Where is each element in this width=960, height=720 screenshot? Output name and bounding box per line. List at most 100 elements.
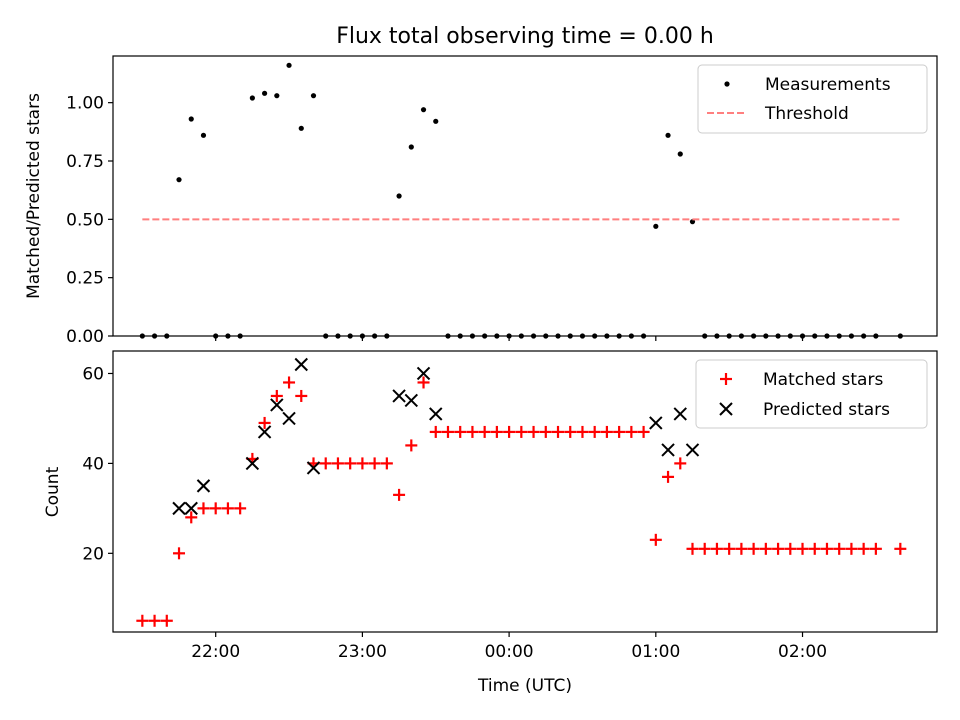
y-tick-label: 20 bbox=[82, 544, 104, 564]
measurement-point bbox=[200, 132, 207, 138]
y-tick-label: 60 bbox=[82, 364, 104, 384]
predicted-star-point bbox=[196, 479, 211, 493]
bottom-x-ticks: 22:00 23:00 00:00 01:00 02:00 bbox=[191, 632, 827, 662]
x-axis-label: Time (UTC) bbox=[477, 676, 572, 696]
measurement-point bbox=[188, 116, 194, 122]
matched-star-point bbox=[148, 614, 161, 627]
measurement-point bbox=[689, 219, 696, 225]
measurement-point bbox=[261, 90, 268, 96]
matched-star-point bbox=[576, 425, 589, 438]
measurement-point bbox=[396, 193, 402, 199]
top-y-axis-label: Matched/Predicted stars bbox=[24, 93, 44, 299]
legend-matched-label: Matched stars bbox=[763, 370, 883, 390]
predicted-star-point bbox=[429, 407, 443, 421]
matched-star-point bbox=[295, 389, 308, 402]
matched-star-point bbox=[539, 425, 552, 438]
matched-star-point bbox=[160, 614, 173, 627]
predicted-star-point bbox=[392, 389, 406, 403]
matched-star-point bbox=[405, 439, 418, 452]
legend-predicted-marker bbox=[719, 402, 733, 416]
measurement-point bbox=[665, 132, 671, 138]
measurement-point bbox=[653, 223, 659, 229]
matched-star-point bbox=[270, 389, 283, 402]
bottom-plot-marks bbox=[136, 357, 907, 627]
measurement-point bbox=[420, 107, 427, 113]
matched-star-point bbox=[747, 542, 760, 555]
predicted-star-point bbox=[685, 443, 700, 457]
bottom-legend: Matched stars Predicted stars bbox=[695, 359, 928, 429]
matched-star-point bbox=[686, 542, 699, 555]
star-count-panel: Count Time (UTC) 20 40 60 22:00 23:00 00:00 0… bbox=[43, 350, 938, 696]
measurement-point bbox=[298, 125, 304, 131]
predicted-star-point bbox=[673, 407, 687, 421]
matched-star-point bbox=[490, 425, 503, 438]
matched-star-point bbox=[894, 542, 907, 555]
matched-star-point bbox=[564, 425, 577, 438]
matched-star-point bbox=[698, 542, 711, 555]
predicted-star-point bbox=[282, 411, 296, 426]
measurement-point bbox=[677, 151, 683, 157]
y-tick-label: 0.25 bbox=[66, 269, 104, 289]
matched-star-point bbox=[649, 533, 662, 546]
measurement-point bbox=[274, 93, 280, 99]
legend-measurements-marker bbox=[724, 81, 730, 87]
matched-star-point bbox=[234, 502, 247, 515]
legend-predicted-label: Predicted stars bbox=[763, 400, 890, 420]
measurement-point bbox=[408, 144, 414, 150]
predicted-star-point bbox=[245, 456, 260, 471]
matched-star-point bbox=[772, 542, 785, 555]
predicted-star-point bbox=[404, 393, 419, 408]
predicted-star-point bbox=[270, 398, 284, 412]
x-tick-label: 23:00 bbox=[338, 642, 387, 662]
matched-star-point bbox=[833, 542, 846, 555]
matched-star-point bbox=[820, 542, 833, 555]
y-tick-label: 0.00 bbox=[66, 327, 104, 347]
matched-star-point bbox=[136, 614, 149, 627]
bottom-y-axis-label: Count bbox=[43, 466, 63, 517]
matched-star-point bbox=[258, 416, 271, 429]
matched-star-point bbox=[466, 425, 479, 438]
predicted-star-point bbox=[172, 501, 186, 516]
matched-star-point bbox=[710, 542, 723, 555]
predicted-star-point bbox=[184, 501, 198, 516]
matched-star-point bbox=[478, 425, 491, 438]
matched-star-point bbox=[331, 457, 344, 470]
predicted-star-point bbox=[661, 443, 675, 457]
matched-star-point bbox=[197, 502, 210, 515]
legend-threshold-label: Threshold bbox=[764, 104, 849, 124]
matched-star-point bbox=[283, 376, 296, 389]
matched-star-point bbox=[209, 502, 222, 515]
x-tick-label: 01:00 bbox=[631, 642, 680, 662]
matched-star-point bbox=[662, 470, 675, 483]
matched-star-point bbox=[613, 425, 626, 438]
bottom-plot-frame bbox=[112, 350, 938, 633]
matched-star-point bbox=[380, 457, 393, 470]
matched-star-point bbox=[588, 425, 601, 438]
matched-star-point bbox=[368, 457, 381, 470]
measurement-point bbox=[176, 177, 182, 183]
predicted-star-point bbox=[416, 366, 431, 381]
measurement-point bbox=[249, 95, 255, 101]
legend-matched-marker bbox=[720, 373, 732, 385]
matched-star-point bbox=[454, 425, 467, 438]
matched-star-point bbox=[344, 457, 357, 470]
matched-star-point bbox=[552, 425, 565, 438]
top-legend: Measurements Threshold bbox=[697, 64, 928, 134]
matched-star-point bbox=[319, 457, 332, 470]
y-tick-label: 1.00 bbox=[66, 94, 104, 114]
matched-star-point bbox=[625, 425, 638, 438]
matched-star-point bbox=[173, 547, 186, 560]
matched-star-point bbox=[845, 542, 858, 555]
matched-star-point bbox=[723, 542, 736, 555]
x-tick-label: 22:00 bbox=[191, 642, 240, 662]
matched-star-point bbox=[393, 488, 406, 501]
matched-star-point bbox=[503, 425, 516, 438]
y-tick-label: 40 bbox=[82, 454, 104, 474]
measurement-point bbox=[286, 62, 292, 68]
y-tick-label: 0.50 bbox=[66, 210, 104, 230]
matched-star-point bbox=[857, 542, 870, 555]
matched-star-point bbox=[441, 425, 454, 438]
matched-star-point bbox=[527, 425, 540, 438]
predicted-star-point bbox=[294, 357, 308, 372]
